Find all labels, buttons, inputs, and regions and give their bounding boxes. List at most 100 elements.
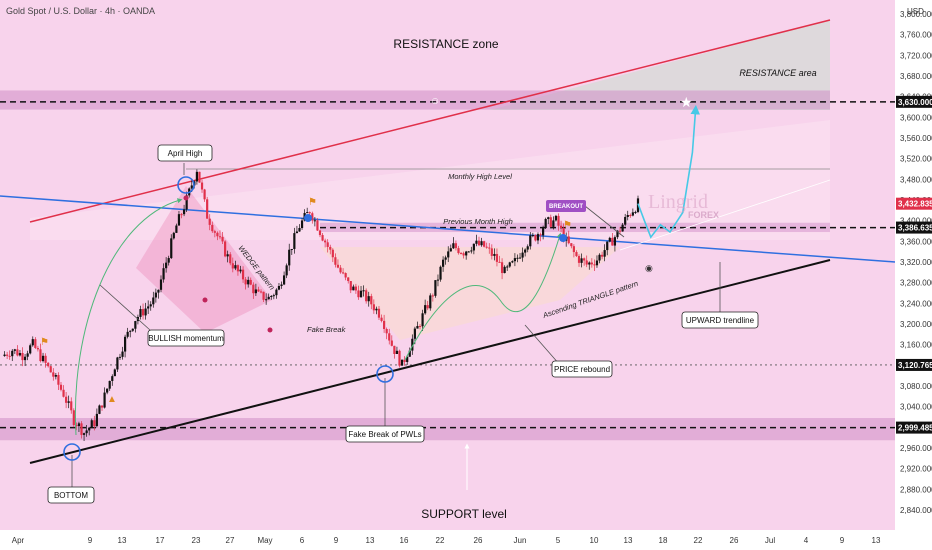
- date-tick: 18: [659, 536, 668, 545]
- time-axis-background: [0, 530, 895, 550]
- logo-name: Lingrid: [648, 191, 708, 213]
- candle-body: [606, 241, 609, 251]
- candle-body: [200, 182, 204, 190]
- candle-body: [108, 380, 111, 389]
- flag-icon: ⚑: [40, 337, 49, 348]
- price-label: 3,630.000: [898, 98, 932, 107]
- candle-body: [383, 320, 386, 329]
- candle-body: [398, 350, 401, 366]
- candles-group: [3, 169, 640, 442]
- flag-icon: ⚑: [563, 220, 572, 231]
- candle-body: [377, 308, 381, 318]
- candle-body: [413, 328, 416, 339]
- candle-body: [272, 295, 275, 297]
- currency-label: USD: [907, 7, 924, 16]
- eye-icon: ◉: [645, 263, 653, 273]
- price-rebound-text: PRICE rebound: [554, 365, 610, 374]
- candle-body: [8, 355, 11, 357]
- candle-body: [380, 317, 383, 321]
- date-tick: 16: [400, 536, 409, 545]
- candle-body: [247, 279, 250, 285]
- candle-body: [552, 220, 555, 227]
- bullish-momentum-box: BULLISH momentum: [147, 329, 225, 347]
- candle-body: [357, 290, 360, 298]
- bottom-box: BOTTOM: [47, 486, 95, 504]
- candle-body: [254, 289, 257, 294]
- price-tick: 3,320.000: [900, 258, 932, 267]
- candle-body: [631, 212, 634, 216]
- candle-body: [595, 260, 599, 266]
- candle-body: [621, 224, 624, 232]
- upward-trendline: [29, 259, 831, 464]
- candle-body: [313, 220, 316, 222]
- candle-body: [372, 304, 375, 311]
- candle-body: [13, 349, 16, 351]
- candle-body: [477, 240, 481, 246]
- upward-trendline-text: UPWARD trendline: [686, 316, 755, 325]
- candle-body: [454, 243, 458, 249]
- candle-body: [111, 376, 114, 381]
- candle-body: [267, 296, 270, 300]
- candle-body: [265, 299, 268, 301]
- candle-body: [300, 220, 304, 228]
- price-tick: 3,360.000: [900, 237, 932, 246]
- candle-body: [462, 253, 465, 256]
- candle-body: [82, 433, 86, 435]
- candle-body: [65, 396, 68, 403]
- candle-body: [282, 275, 286, 285]
- candle-body: [511, 261, 514, 263]
- price-rebound-pointer: [524, 324, 561, 366]
- candle-body: [508, 262, 511, 267]
- date-tick: 13: [872, 536, 881, 545]
- price-label: 3,386.635: [898, 224, 932, 233]
- candle-body: [36, 348, 40, 350]
- candle-body: [613, 237, 617, 246]
- candle-body: [347, 277, 350, 282]
- price-tick: 3,400.000: [900, 217, 932, 226]
- price-tick: 2,920.000: [900, 465, 932, 474]
- candle-body: [465, 251, 468, 256]
- candle-body: [516, 257, 519, 259]
- price-label: 3,120.765: [898, 361, 932, 370]
- april-high-text: April High: [168, 149, 203, 158]
- candle-body: [172, 232, 175, 239]
- candle-body: [244, 279, 247, 285]
- channel-upper-thin-line: [619, 179, 831, 251]
- bottom-circle: [63, 443, 81, 461]
- candle-body: [367, 296, 370, 302]
- candle-body: [611, 237, 614, 246]
- date-tick: 23: [192, 536, 201, 545]
- candle-body: [526, 246, 529, 250]
- candle-body: [85, 430, 88, 434]
- bottom-text: BOTTOM: [54, 491, 88, 500]
- plot-area: ⚑ ⚑ ⚑ ★ ☺ ▲ ◉ Lingrid FOREX Gold Spot / …: [0, 6, 895, 521]
- candle-body: [41, 355, 45, 362]
- candle-body: [252, 284, 255, 294]
- candle-body: [316, 220, 319, 231]
- price-tick: 3,560.000: [900, 134, 932, 143]
- candle-body: [21, 353, 24, 361]
- candle-body: [234, 265, 237, 269]
- candle-body: [324, 240, 327, 243]
- candle-body: [629, 215, 632, 217]
- candle-body: [506, 266, 509, 268]
- price-rebound-curve: [404, 232, 562, 361]
- flag-icon: ⚑: [308, 197, 317, 208]
- candle-body: [544, 218, 547, 229]
- candle-body: [159, 279, 163, 290]
- date-tick: May: [257, 536, 272, 545]
- date-tick: Jul: [765, 536, 775, 545]
- date-tick: 6: [300, 536, 305, 545]
- candle-body: [175, 225, 178, 233]
- candle-body: [349, 281, 352, 291]
- candle-body: [11, 350, 14, 357]
- candle-body: [170, 238, 173, 259]
- candle-body: [167, 258, 170, 263]
- candle-body: [583, 258, 586, 261]
- candle-body: [329, 246, 332, 250]
- candle-body: [44, 355, 47, 363]
- candle-body: [126, 331, 129, 337]
- candle-body: [277, 286, 281, 290]
- candle-body: [131, 328, 134, 331]
- candle-body: [26, 353, 29, 357]
